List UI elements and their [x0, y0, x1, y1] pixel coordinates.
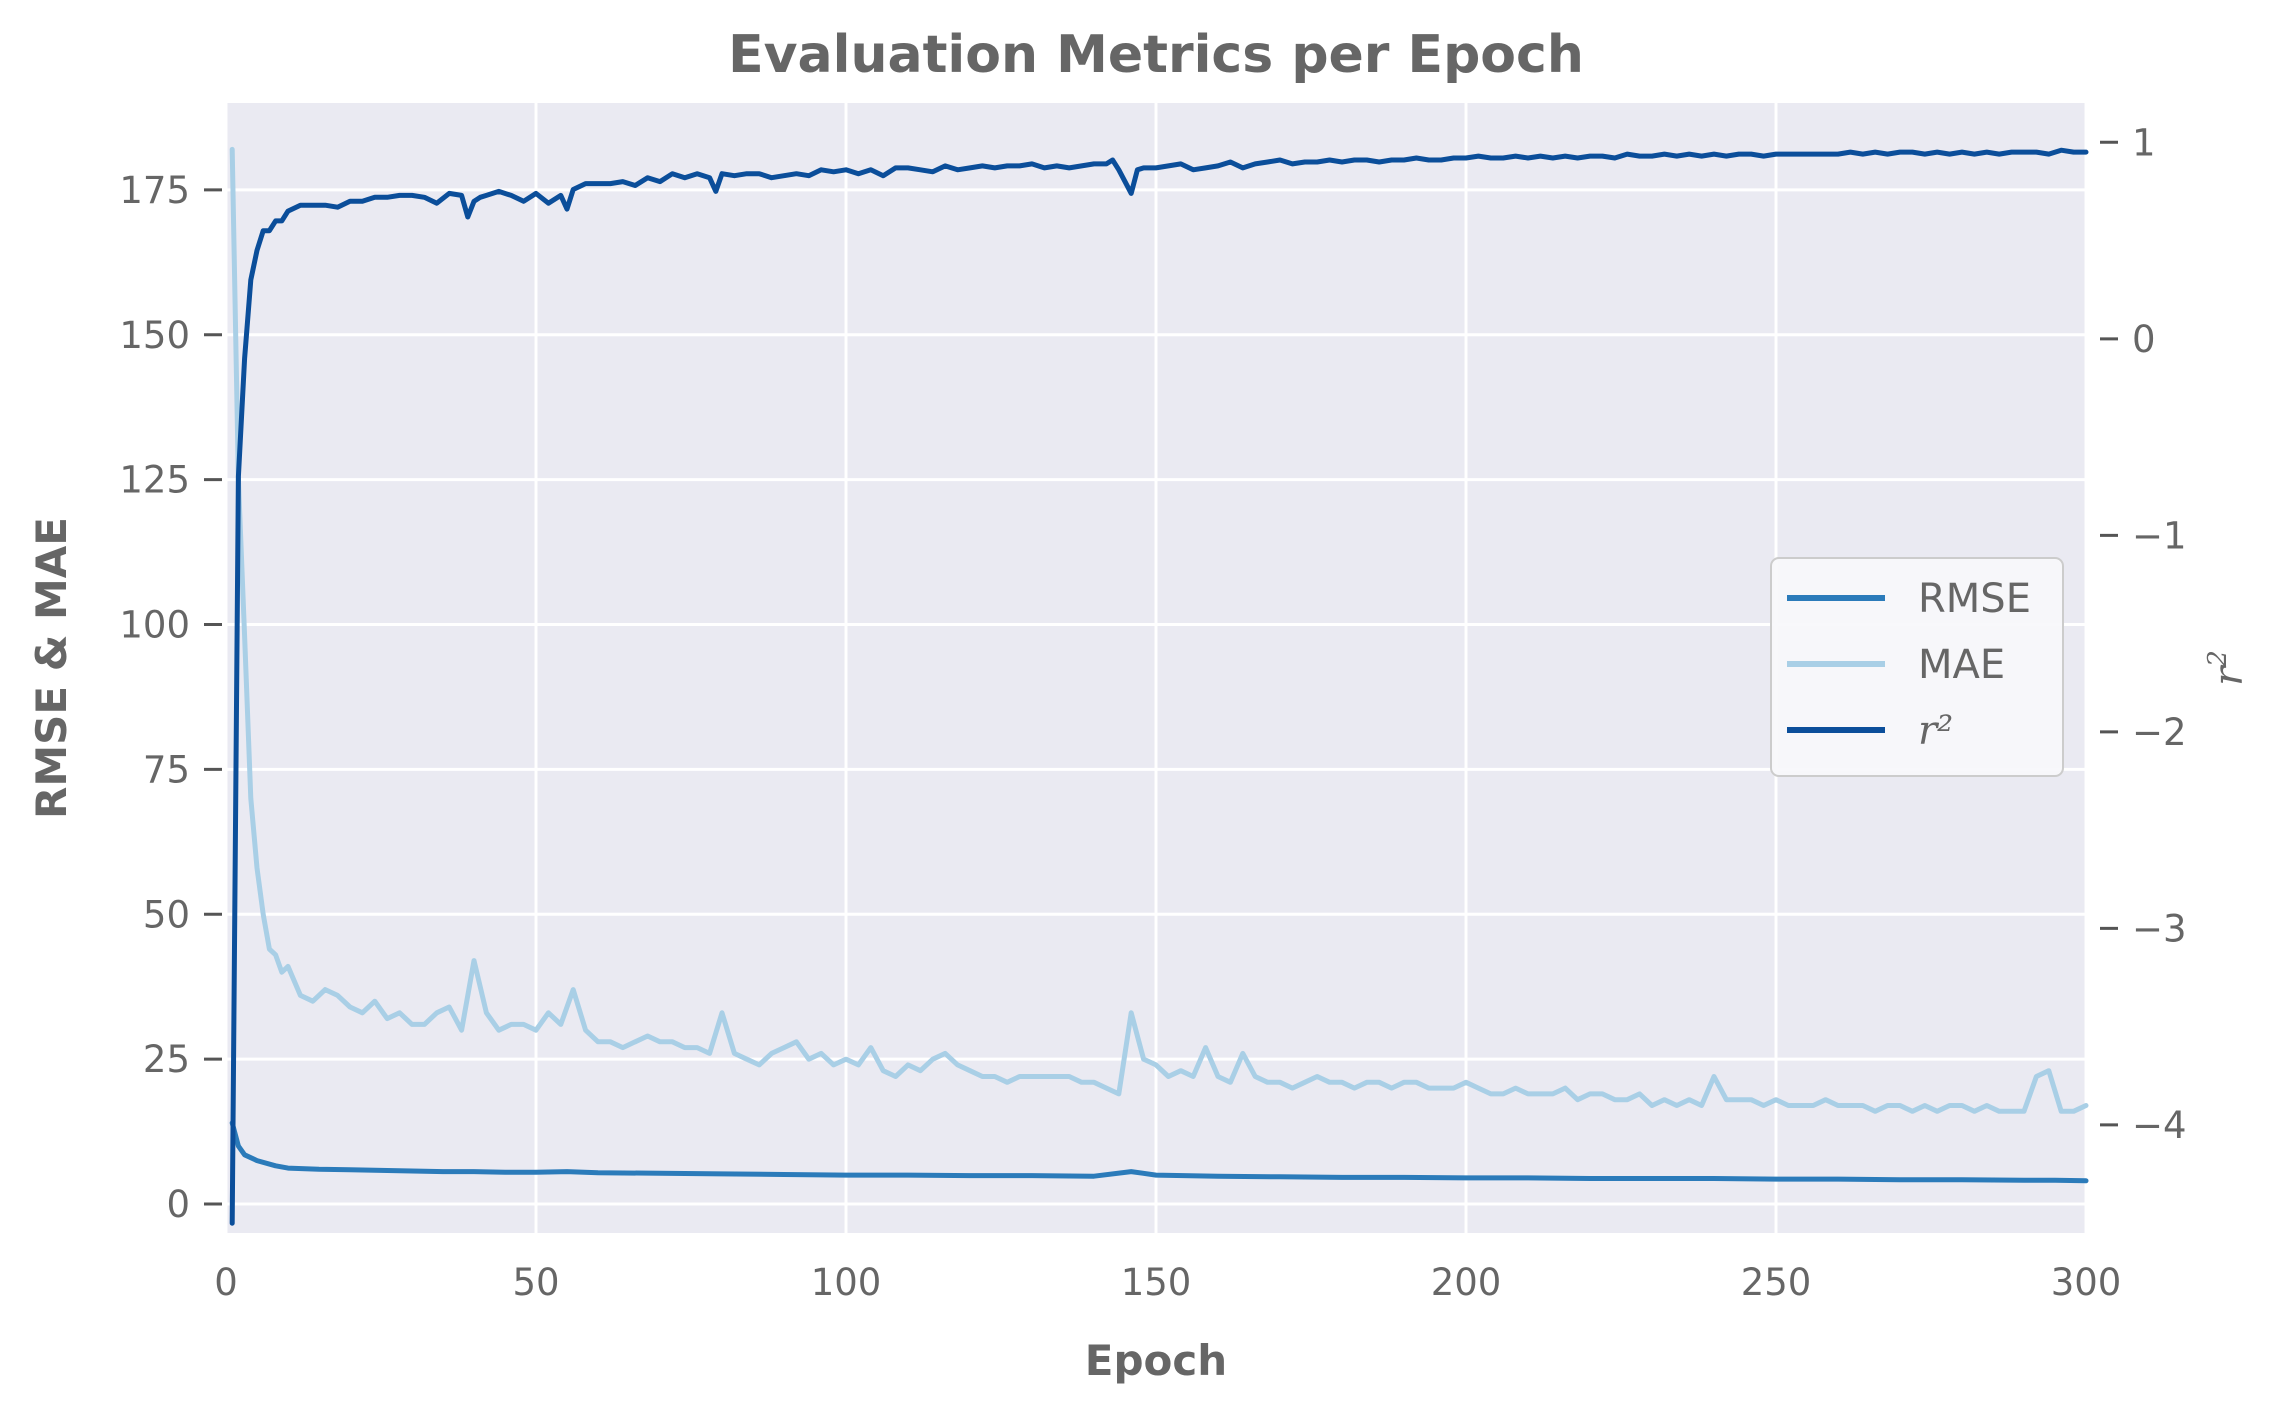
x-tick-label: 300	[2051, 1261, 2122, 1304]
x-axis-title: Epoch	[1085, 1336, 1227, 1385]
y-tick-label-left: 125	[119, 459, 190, 502]
x-tick-label: 150	[1121, 1261, 1192, 1304]
y-tick-label-right: 1	[2132, 121, 2156, 164]
y-tick-label-right: 0	[2132, 318, 2156, 361]
y-tick-label-left: 0	[166, 1183, 190, 1226]
chart-title: Evaluation Metrics per Epoch	[728, 25, 1584, 85]
y-tick-label-left: 150	[119, 314, 190, 357]
y-tick-label-left: 100	[119, 604, 190, 647]
legend-label-mae: MAE	[1918, 642, 2005, 688]
legend-label-r2: r²	[1918, 708, 1953, 754]
series-line-r2	[229, 147, 2089, 1226]
x-tick-label: 50	[512, 1261, 559, 1304]
x-tick-label: 250	[1741, 1261, 1812, 1304]
y-tick-label-left: 25	[143, 1038, 190, 1081]
x-tick-label: 200	[1431, 1261, 1502, 1304]
y-tick-label-right: −1	[2132, 514, 2187, 557]
x-tick-label: 100	[811, 1261, 882, 1304]
y-tick-label-right: −4	[2132, 1104, 2187, 1147]
legend: RMSE MAE r²	[1770, 557, 2064, 777]
y-tick-label-left: 175	[119, 169, 190, 212]
axes: 0 50 100 150 200 250 300 0 25 50 75 100 125 150 175 1 0 −…	[119, 121, 2186, 1304]
series-line-rmse	[229, 1120, 2089, 1184]
y-tick-label-left: 75	[143, 748, 190, 791]
x-tick-label: 0	[214, 1261, 238, 1304]
legend-box	[1770, 557, 2064, 777]
y-axis-right-title-sup: 2	[2203, 650, 2233, 668]
y-axis-right-title-base: r	[2206, 664, 2252, 686]
y-axis-left-title: RMSE & MAE	[27, 517, 76, 819]
y-tick-label-right: −2	[2132, 711, 2187, 754]
y-axis-right-title: r2	[2203, 650, 2252, 686]
legend-label-rmse: RMSE	[1918, 576, 2031, 622]
y-tick-label-left: 50	[143, 893, 190, 936]
series-lines	[229, 146, 2089, 1226]
y-tick-label-right: −3	[2132, 907, 2187, 950]
series-line-mae	[229, 146, 2089, 1114]
